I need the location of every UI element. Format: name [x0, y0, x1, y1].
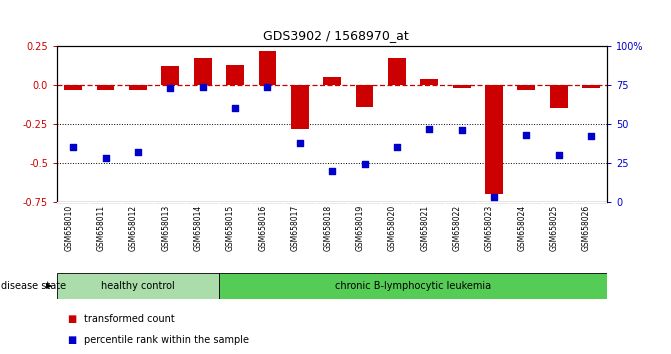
Point: [165, 85, 176, 91]
Bar: [323, 77, 341, 85]
Text: GSM658016: GSM658016: [258, 205, 268, 251]
Point: [488, 194, 499, 200]
Point: [100, 155, 111, 161]
Point: [424, 126, 435, 131]
Text: chronic B-lymphocytic leukemia: chronic B-lymphocytic leukemia: [335, 281, 491, 291]
Bar: [194, 58, 211, 85]
Point: [391, 144, 402, 150]
Text: GSM658023: GSM658023: [485, 205, 494, 251]
Bar: [219, 273, 607, 299]
Bar: [356, 85, 374, 107]
Text: GSM658015: GSM658015: [226, 205, 235, 251]
Point: [586, 133, 597, 139]
Point: [229, 105, 240, 111]
Text: GSM658010: GSM658010: [64, 205, 73, 251]
Bar: [517, 85, 535, 90]
Bar: [485, 85, 503, 194]
Bar: [258, 51, 276, 85]
Bar: [162, 66, 179, 85]
Bar: [582, 85, 600, 88]
Text: disease state: disease state: [1, 281, 66, 291]
Point: [68, 144, 79, 150]
Bar: [129, 85, 147, 90]
Point: [359, 161, 370, 167]
Bar: [420, 79, 438, 85]
Bar: [97, 85, 115, 90]
Point: [456, 127, 467, 133]
Bar: [388, 58, 406, 85]
Bar: [291, 85, 309, 129]
Text: GSM658019: GSM658019: [356, 205, 364, 251]
Bar: [550, 85, 568, 108]
Point: [197, 84, 208, 89]
Bar: [453, 85, 470, 88]
Text: percentile rank within the sample: percentile rank within the sample: [84, 335, 249, 345]
Point: [133, 149, 144, 155]
Text: GSM658026: GSM658026: [582, 205, 591, 251]
Text: healthy control: healthy control: [101, 281, 175, 291]
Text: GSM658021: GSM658021: [420, 205, 429, 251]
Point: [554, 152, 564, 158]
Point: [262, 84, 273, 89]
Bar: [64, 85, 82, 90]
Point: [327, 168, 338, 173]
Text: GSM658025: GSM658025: [550, 205, 559, 251]
Text: GSM658020: GSM658020: [388, 205, 397, 251]
Text: GSM658017: GSM658017: [291, 205, 300, 251]
Text: GDS3902 / 1568970_at: GDS3902 / 1568970_at: [262, 29, 409, 42]
Text: GSM658013: GSM658013: [161, 205, 170, 251]
Text: ▶: ▶: [46, 281, 52, 290]
Text: GSM658024: GSM658024: [517, 205, 526, 251]
Point: [295, 140, 305, 145]
Point: [521, 132, 531, 138]
Text: GSM658018: GSM658018: [323, 205, 332, 251]
Bar: [57, 273, 219, 299]
Text: transformed count: transformed count: [84, 314, 174, 324]
Bar: [226, 65, 244, 85]
Text: GSM658022: GSM658022: [453, 205, 462, 251]
Text: ■: ■: [67, 314, 76, 324]
Text: GSM658014: GSM658014: [194, 205, 203, 251]
Text: GSM658011: GSM658011: [97, 205, 105, 251]
Text: GSM658012: GSM658012: [129, 205, 138, 251]
Text: ■: ■: [67, 335, 76, 345]
